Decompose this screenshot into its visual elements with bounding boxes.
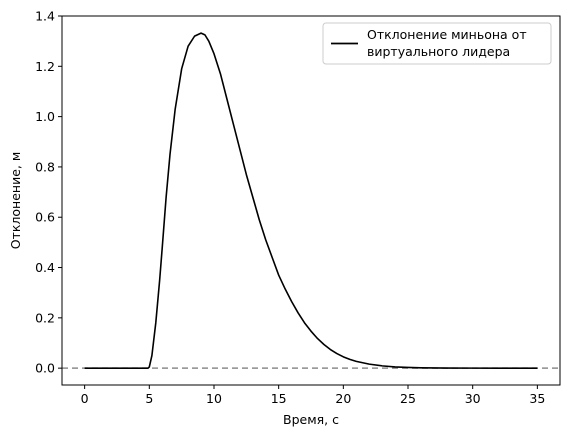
y-tick-label: 0.2 <box>35 310 55 325</box>
y-tick-label: 1.2 <box>35 59 55 74</box>
legend-label-line-2: виртуального лидера <box>367 44 510 59</box>
x-axis-title: Время, с <box>283 412 339 427</box>
x-tick-label: 20 <box>335 391 351 406</box>
x-tick-label: 5 <box>145 391 153 406</box>
y-axis: 0.0 0.2 0.4 0.6 0.8 1.0 1.2 1.4 <box>35 9 62 376</box>
series-line-deviation <box>84 32 538 369</box>
x-tick-label: 30 <box>465 391 481 406</box>
x-axis: 0 5 10 15 20 25 30 35 <box>81 385 545 406</box>
y-tick-label: 1.0 <box>35 109 55 124</box>
y-tick-label: 0.4 <box>35 260 55 275</box>
x-tick-label: 15 <box>271 391 287 406</box>
plot-area <box>61 15 561 386</box>
y-tick-label: 0.0 <box>35 361 55 376</box>
y-tick-label: 1.4 <box>35 9 55 24</box>
x-tick-label: 0 <box>81 391 89 406</box>
legend-label-line-1: Отклонение миньона от <box>367 27 527 42</box>
legend: Отклонение миньона от виртуального лидер… <box>322 22 552 65</box>
x-tick-label: 35 <box>529 391 545 406</box>
x-tick-label: 25 <box>400 391 416 406</box>
y-axis-title: Отклонение, м <box>8 152 23 250</box>
axes-frame <box>61 15 561 386</box>
y-tick-label: 0.6 <box>35 210 55 225</box>
y-tick-label: 0.8 <box>35 159 55 174</box>
legend-box <box>322 22 552 65</box>
x-tick-label: 10 <box>206 391 222 406</box>
